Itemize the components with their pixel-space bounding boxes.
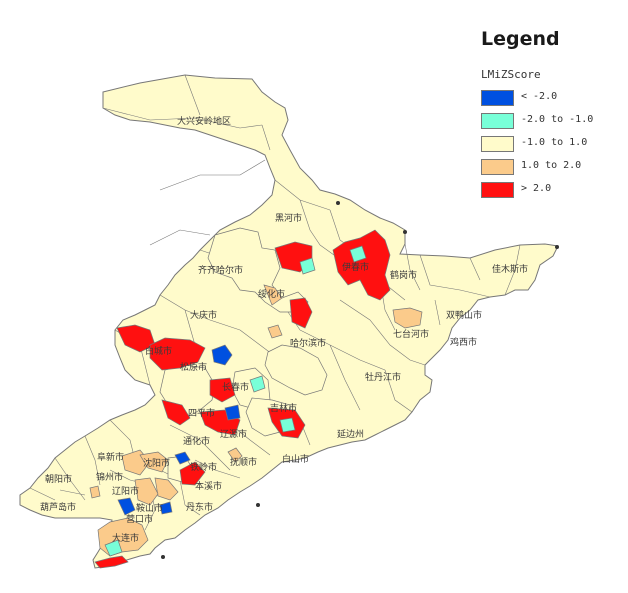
region-unit <box>207 227 309 313</box>
region-unit <box>134 477 159 506</box>
label-heihe: 黑河市 <box>275 212 302 224</box>
coastline-markers <box>161 201 559 559</box>
label-liaoyuan: 辽源市 <box>220 428 247 440</box>
label-qiqihar: 齐齐哈尔市 <box>198 264 243 276</box>
label-mudanjiang: 牡丹江市 <box>365 371 401 383</box>
region-unit <box>264 344 328 396</box>
label-dandong: 丹东市 <box>186 501 213 513</box>
legend-label: 1.0 to 2.0 <box>521 160 582 171</box>
coast-dot <box>256 503 260 507</box>
label-qitaihe: 七台河市 <box>393 328 429 340</box>
legend-label: < -2.0 <box>521 91 558 102</box>
coast-dot <box>336 201 340 205</box>
legend-field-name: LMiZScore <box>481 68 541 81</box>
label-jixi: 鸡西市 <box>450 336 477 348</box>
label-jilin: 吉林市 <box>270 402 297 414</box>
legend-swatch <box>481 159 514 175</box>
region-unit <box>161 399 191 426</box>
label-siping: 四平市 <box>188 407 215 419</box>
label-yingkou: 营口市 <box>126 513 153 525</box>
label-fushun: 抚顺市 <box>230 456 257 468</box>
label-benxi: 本溪市 <box>195 480 222 492</box>
region-unit <box>349 245 367 263</box>
label-jiamusi: 佳木斯市 <box>492 263 528 275</box>
region-unit <box>289 297 313 329</box>
label-huludao: 葫芦岛市 <box>40 501 76 513</box>
region-unit <box>227 447 243 463</box>
region-unit <box>224 404 241 421</box>
legend-swatch <box>481 136 514 152</box>
coast-dot <box>161 555 165 559</box>
label-jinzhou: 锦州市 <box>96 471 123 483</box>
region-unit <box>299 257 316 275</box>
region-unit <box>332 229 391 301</box>
label-anshan: 鞍山市 <box>136 502 163 514</box>
region-unit <box>263 284 283 306</box>
legend-label: -1.0 to 1.0 <box>521 137 588 148</box>
region-unit <box>117 497 136 516</box>
coast-dot <box>555 245 559 249</box>
region-base-area <box>19 74 559 569</box>
label-yanbian: 延边州 <box>337 428 364 440</box>
label-yichun: 伊春市 <box>342 261 369 273</box>
label-fuxin: 阜新市 <box>97 451 124 463</box>
region-unit <box>211 344 233 366</box>
label-daqing: 大庆市 <box>190 309 217 321</box>
region-unit <box>174 451 191 465</box>
legend-swatch <box>481 113 514 129</box>
label-changchun: 长春市 <box>222 381 249 393</box>
region-unit <box>249 375 266 393</box>
region-unit <box>104 539 123 557</box>
region-unit <box>179 461 206 486</box>
label-suihua: 绥化市 <box>258 288 285 300</box>
label-chaoyang: 朝阳市 <box>45 473 72 485</box>
legend-swatch <box>481 90 514 106</box>
region-unit <box>209 377 236 403</box>
legend-swatch <box>481 182 514 198</box>
label-hegang: 鹤岗市 <box>390 269 417 281</box>
legend-label: -2.0 to -1.0 <box>521 114 594 125</box>
label-shuangyashan: 双鸭山市 <box>446 309 482 321</box>
label-dalian: 大连市 <box>112 532 139 544</box>
region-unit <box>149 337 206 371</box>
label-songyuan: 松原市 <box>180 361 207 373</box>
region-unit <box>279 417 296 433</box>
coast-dot <box>403 230 407 234</box>
label-tieling: 铁岭市 <box>190 461 217 473</box>
region-unit <box>94 555 129 569</box>
label-tonghua: 通化市 <box>183 435 210 447</box>
label-baicheng: 白城市 <box>145 345 172 357</box>
legend-label: > 2.0 <box>521 183 552 194</box>
region-unit <box>159 501 173 515</box>
region-unit <box>139 451 169 473</box>
region-unit <box>267 324 283 339</box>
label-daxinganling: 大兴安岭地区 <box>177 115 231 127</box>
label-shenyang: 沈阳市 <box>143 457 170 469</box>
label-liaoyang: 辽阳市 <box>112 485 139 497</box>
map-regions <box>19 74 559 569</box>
city-labels: 大兴安岭地区 黑河市 齐齐哈尔市 绥化市 伊春市 鹤岗市 佳木斯市 双鸭山市 七… <box>40 115 528 544</box>
region-unit <box>89 485 101 499</box>
legend-title: Legend <box>481 28 560 50</box>
label-harbin: 哈尔滨市 <box>290 337 326 349</box>
label-baishan: 白山市 <box>282 453 309 465</box>
region-unit <box>392 307 423 329</box>
